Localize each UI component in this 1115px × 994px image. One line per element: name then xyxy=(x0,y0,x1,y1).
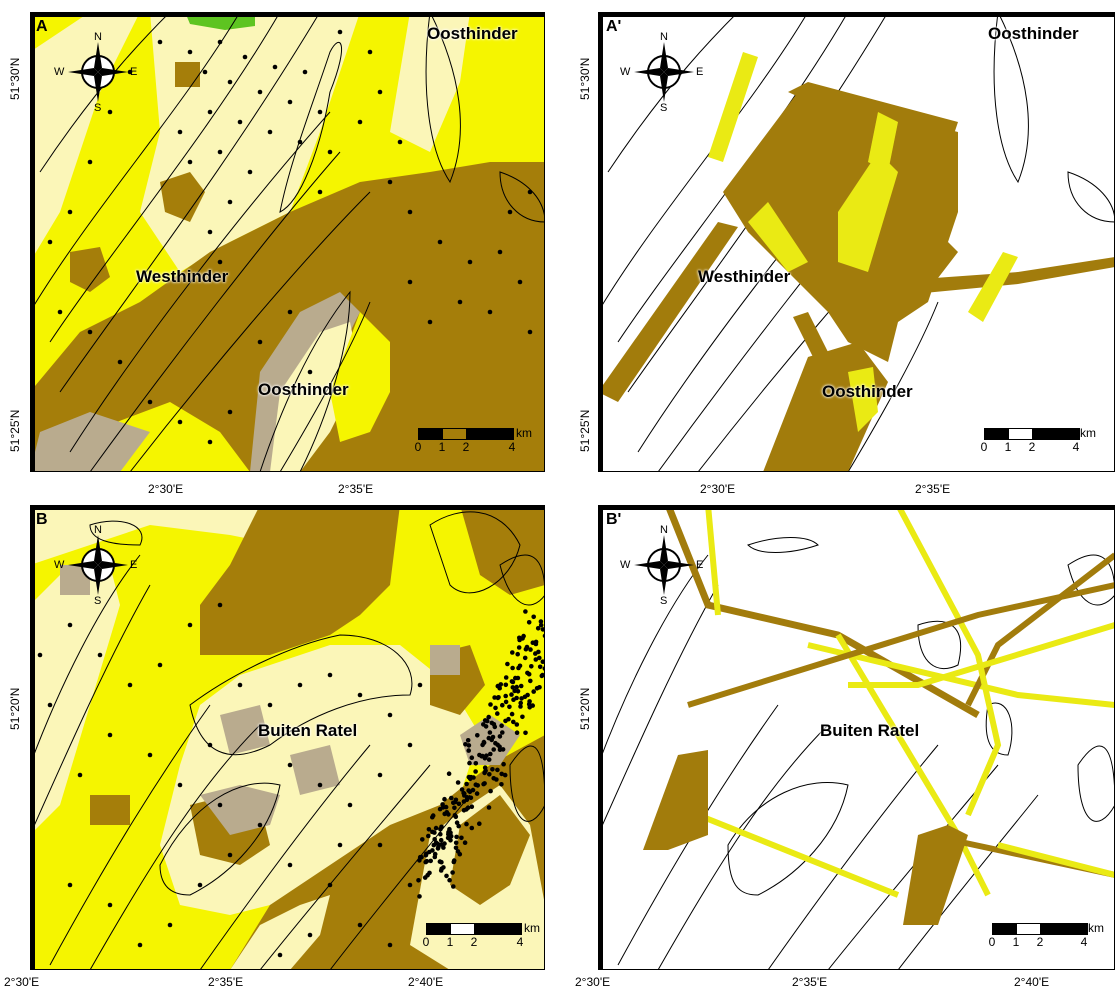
a-x-tick-2: 2°35'E xyxy=(338,482,374,496)
compass-e: E xyxy=(130,559,138,571)
map-panel-a-prime: A' Oosthinder Westhinder Oosthinder N S … xyxy=(598,12,1115,472)
compass-e: E xyxy=(696,559,704,571)
compass-e: E xyxy=(696,66,704,78)
b-prime-x-tick-2: 2°35'E xyxy=(792,975,828,989)
compass-s: S xyxy=(660,102,668,114)
scale-bar-a: km 0 1 2 4 xyxy=(414,426,532,454)
scale-tick-1: 1 xyxy=(446,935,454,949)
buiten-ratel-label: Buiten Ratel xyxy=(258,721,358,740)
scale-tick-0: 0 xyxy=(980,440,988,454)
compass-e: E xyxy=(130,66,138,78)
compass-n: N xyxy=(94,31,102,43)
map-panel-a: A Oosthinder Westhinder Oosthinder N S E… xyxy=(30,12,545,472)
compass-rose-b-prime: N S E W xyxy=(616,515,706,607)
compass-s: S xyxy=(94,595,102,607)
scale-tick-0: 0 xyxy=(414,440,422,454)
b-prime-x-tick-1: 2°30'E xyxy=(575,975,611,989)
panel-a-label: A xyxy=(36,18,48,35)
compass-w: W xyxy=(620,66,631,78)
oosthinder-label-bottom-prime: Oosthinder xyxy=(822,382,913,401)
a-prime-y-tick-1: 51°30'N xyxy=(578,57,592,100)
b-x-tick-1: 2°30'E xyxy=(4,975,40,989)
scale-tick-1: 1 xyxy=(1012,935,1020,949)
panel-b-prime-label: B' xyxy=(606,511,622,528)
compass-w: W xyxy=(54,559,65,571)
scale-unit: km xyxy=(1080,426,1096,440)
scale-unit: km xyxy=(1088,921,1104,935)
oosthinder-label-top-prime: Oosthinder xyxy=(988,24,1079,43)
compass-rose-a-prime: N S E W xyxy=(616,22,706,114)
b-y-tick-1: 51°20'N xyxy=(8,687,22,730)
a-x-tick-1: 2°30'E xyxy=(148,482,184,496)
b-x-tick-2: 2°35'E xyxy=(208,975,244,989)
b-prime-x-tick-3: 2°40'E xyxy=(1014,975,1050,989)
compass-w: W xyxy=(54,66,65,78)
b-x-tick-3: 2°40'E xyxy=(408,975,444,989)
scale-tick-1: 1 xyxy=(1004,440,1012,454)
scale-bar-b: km 0 1 2 4 xyxy=(422,921,540,949)
scale-tick-0: 0 xyxy=(422,935,430,949)
panel-a-prime-label: A' xyxy=(606,18,622,35)
compass-rose-icon xyxy=(634,535,694,595)
buiten-ratel-label-prime: Buiten Ratel xyxy=(820,721,920,740)
a-y-tick-1: 51°30'N xyxy=(8,57,22,100)
scale-tick-4: 4 xyxy=(1080,935,1088,949)
compass-w: W xyxy=(620,559,631,571)
map-b-prime-canvas xyxy=(598,505,1115,970)
scale-tick-1: 1 xyxy=(438,440,446,454)
scale-tick-2: 2 xyxy=(1028,440,1036,454)
compass-rose-icon xyxy=(68,535,128,595)
compass-n: N xyxy=(660,31,668,43)
scale-bar-b-prime: km 0 1 2 4 xyxy=(988,921,1104,949)
compass-s: S xyxy=(660,595,668,607)
a-prime-x-tick-1: 2°30'E xyxy=(700,482,736,496)
scale-tick-4: 4 xyxy=(1072,440,1080,454)
map-a-prime-canvas xyxy=(598,12,1115,472)
scale-bar-a-prime: km 0 1 2 4 xyxy=(980,426,1096,454)
scale-tick-2: 2 xyxy=(462,440,470,454)
compass-rose-a: N S E W xyxy=(50,22,140,114)
b-prime-y-tick-1: 51°20'N xyxy=(578,687,592,730)
a-prime-x-tick-2: 2°35'E xyxy=(915,482,951,496)
a-prime-y-tick-2: 51°25'N xyxy=(578,409,592,452)
scale-tick-2: 2 xyxy=(1036,935,1044,949)
oosthinder-label-bottom: Oosthinder xyxy=(258,380,349,399)
compass-rose-icon xyxy=(634,42,694,102)
panel-b-label: B xyxy=(36,511,48,528)
scale-tick-4: 4 xyxy=(516,935,524,949)
a-y-tick-2: 51°25'N xyxy=(8,409,22,452)
map-panel-b-prime: B' Buiten Ratel N S E W km 0 1 2 4 xyxy=(598,505,1115,970)
scale-unit: km xyxy=(524,921,540,935)
compass-n: N xyxy=(94,524,102,536)
compass-rose-icon xyxy=(68,42,128,102)
westhinder-label-prime: Westhinder xyxy=(698,267,791,286)
map-a-canvas xyxy=(30,12,545,472)
westhinder-label: Westhinder xyxy=(136,267,229,286)
scale-tick-4: 4 xyxy=(508,440,516,454)
map-b-canvas xyxy=(30,505,545,970)
scale-tick-2: 2 xyxy=(470,935,478,949)
compass-s: S xyxy=(94,102,102,114)
scale-tick-0: 0 xyxy=(988,935,996,949)
map-panel-b: B Buiten Ratel N S E W km 0 1 2 4 xyxy=(30,505,545,970)
scale-unit: km xyxy=(516,426,532,440)
compass-rose-b: N S E W xyxy=(50,515,140,607)
compass-n: N xyxy=(660,524,668,536)
oosthinder-label-top: Oosthinder xyxy=(427,24,518,43)
